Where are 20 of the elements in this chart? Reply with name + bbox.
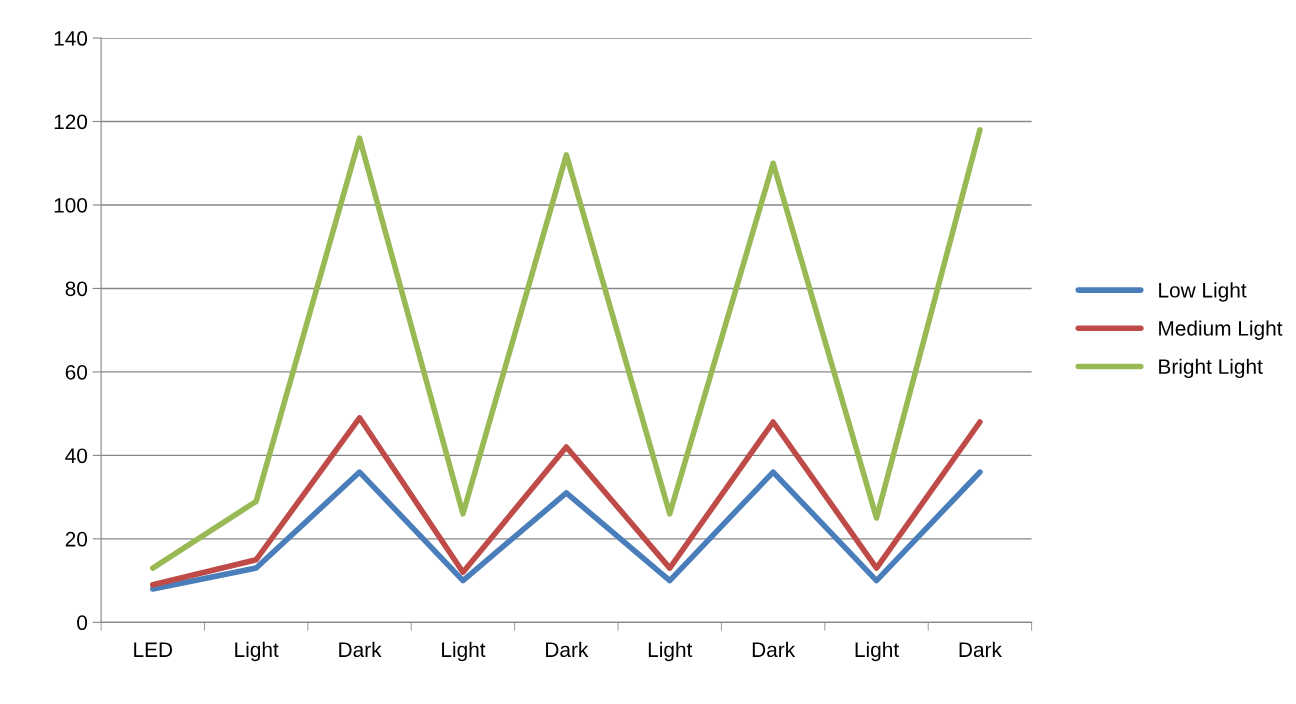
- legend-label: Low Light: [1159, 282, 1247, 302]
- y-tick-label: 140: [54, 31, 88, 46]
- x-tick-label: Light: [235, 641, 279, 662]
- y-tick-label: 120: [54, 114, 88, 130]
- y-tick-label: 0: [77, 615, 88, 631]
- x-tick-label: Light: [442, 641, 486, 662]
- x-tick-label: Light: [855, 641, 899, 662]
- legend-label: Medium Light: [1159, 320, 1283, 340]
- y-tick-label: 100: [54, 197, 88, 213]
- x-tick-label: LED: [134, 642, 173, 657]
- x-tick-label: Light: [648, 641, 693, 662]
- x-tick-label: Dark: [959, 641, 1002, 658]
- x-tick-label: Dark: [339, 641, 382, 658]
- legend-label: Bright Light: [1159, 358, 1263, 379]
- y-tick-label: 60: [65, 364, 88, 380]
- y-tick-label: 80: [65, 281, 88, 297]
- y-tick-label: 20: [65, 531, 88, 547]
- x-tick-label: Dark: [752, 641, 796, 658]
- x-tick-label: Dark: [546, 641, 589, 658]
- y-tick-label: 40: [65, 448, 88, 464]
